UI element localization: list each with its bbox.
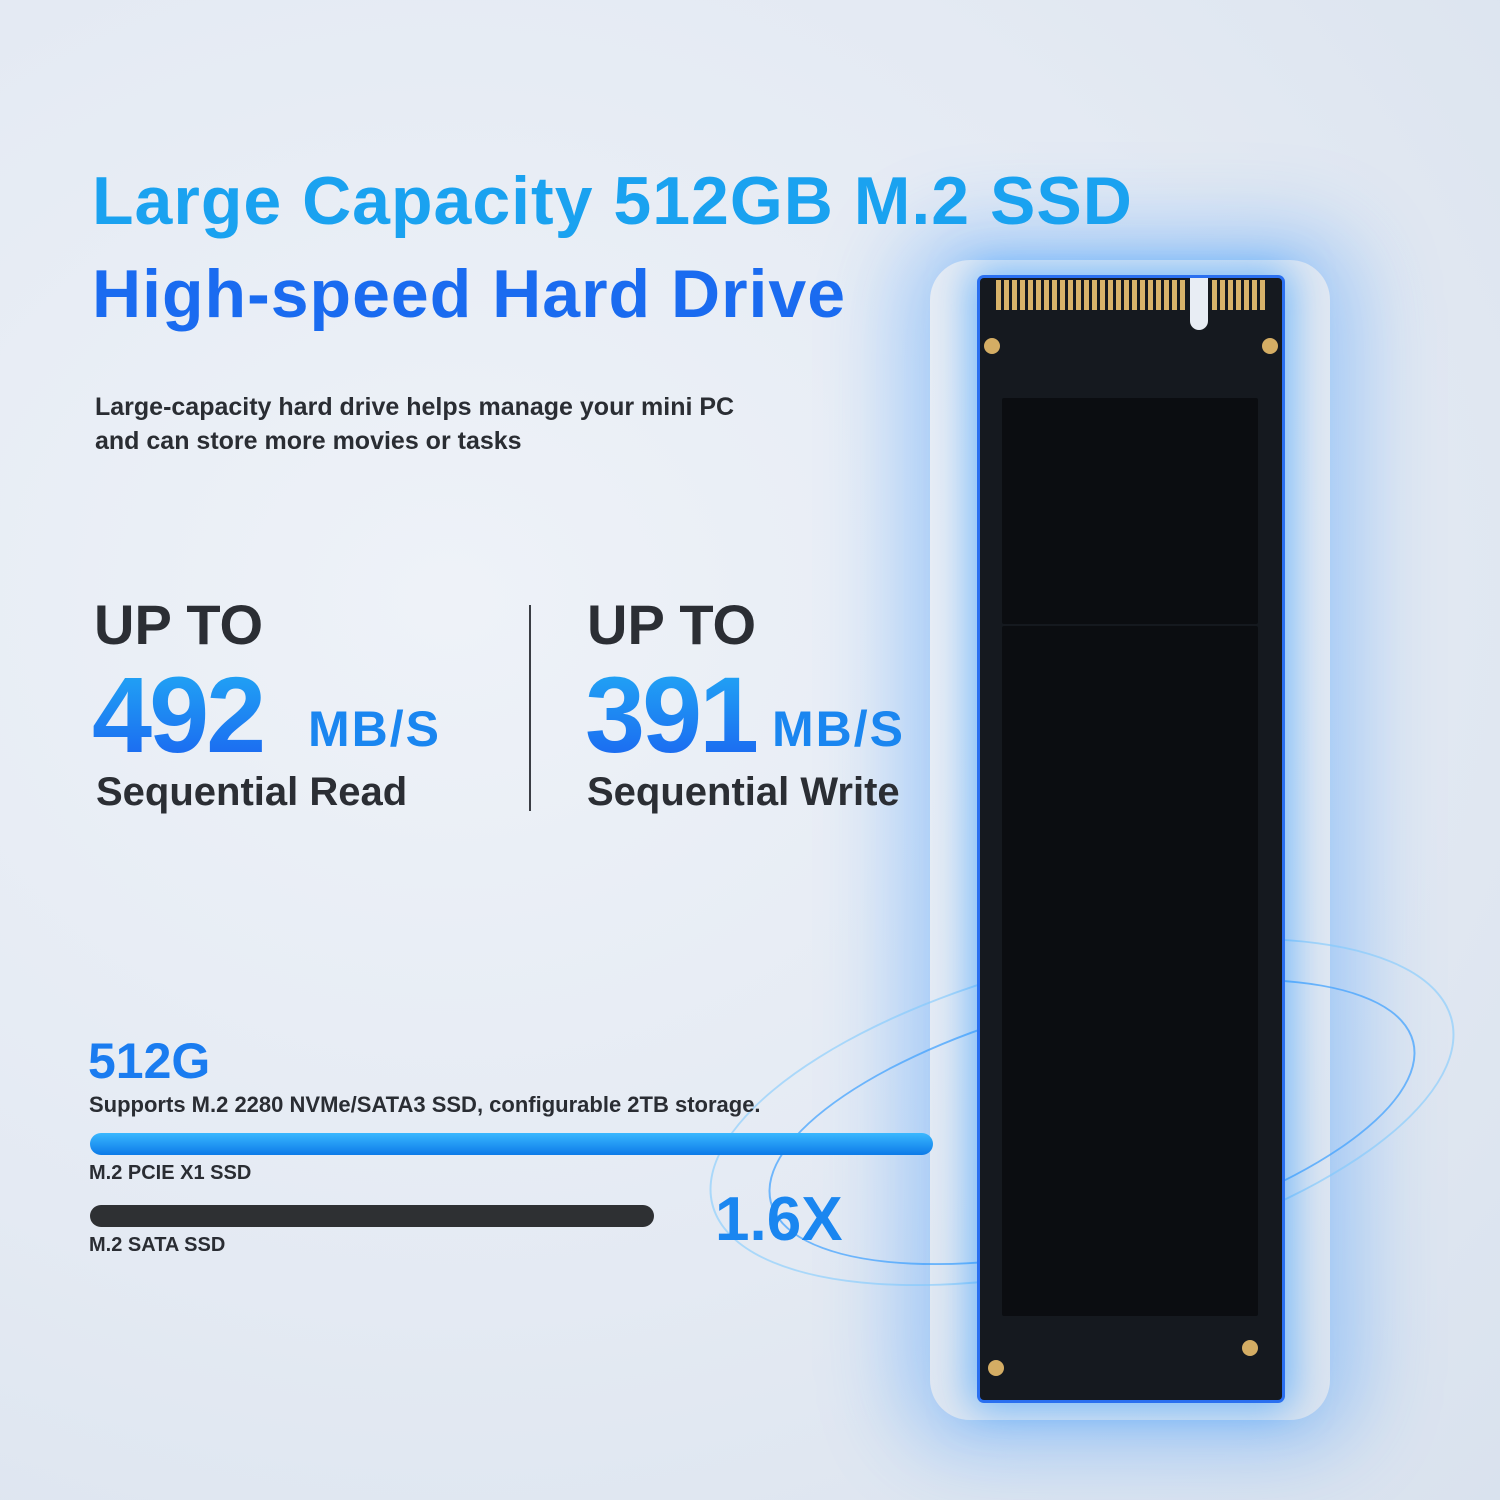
headline-line1: Large Capacity 512GB M.2 SSD — [92, 163, 1133, 239]
controller-chip — [1002, 626, 1258, 1316]
subtitle-line1: Large-capacity hard drive helps manage y… — [95, 393, 735, 421]
capacity-label: 512G — [88, 1033, 211, 1089]
read-prefix: UP TO — [94, 593, 264, 656]
connector-notch — [1190, 278, 1208, 330]
sata-bar-label: M.2 SATA SSD — [89, 1234, 226, 1256]
mount-hole — [988, 1360, 1004, 1376]
gold-connector — [1212, 280, 1268, 310]
spec-divider — [529, 605, 531, 811]
gold-connector — [996, 280, 1186, 310]
mount-hole — [1242, 1340, 1258, 1356]
write-label: Sequential Write — [587, 770, 900, 814]
ssd-product-image — [980, 278, 1282, 1400]
write-speed-unit: MB/S — [772, 701, 905, 757]
speed-multiplier: 1.6X — [715, 1185, 843, 1254]
read-speed-value: 492 — [92, 654, 266, 775]
mount-hole — [1262, 338, 1278, 354]
headline-line2: High-speed Hard Drive — [92, 256, 847, 332]
read-speed-unit: MB/S — [308, 701, 441, 757]
nand-chip — [1002, 398, 1258, 624]
subtitle: Large-capacity hard drive helps manage y… — [95, 390, 734, 458]
read-label: Sequential Read — [96, 770, 408, 814]
subtitle-line2: and can store more movies or tasks — [95, 427, 522, 455]
write-prefix: UP TO — [587, 593, 757, 656]
pcie-speed-bar — [90, 1133, 933, 1155]
pcie-bar-label: M.2 PCIE X1 SSD — [89, 1162, 252, 1184]
write-speed-value: 391 — [585, 654, 759, 775]
sata-speed-bar — [90, 1205, 654, 1227]
mount-hole — [984, 338, 1000, 354]
support-description: Supports M.2 2280 NVMe/SATA3 SSD, config… — [89, 1092, 761, 1117]
